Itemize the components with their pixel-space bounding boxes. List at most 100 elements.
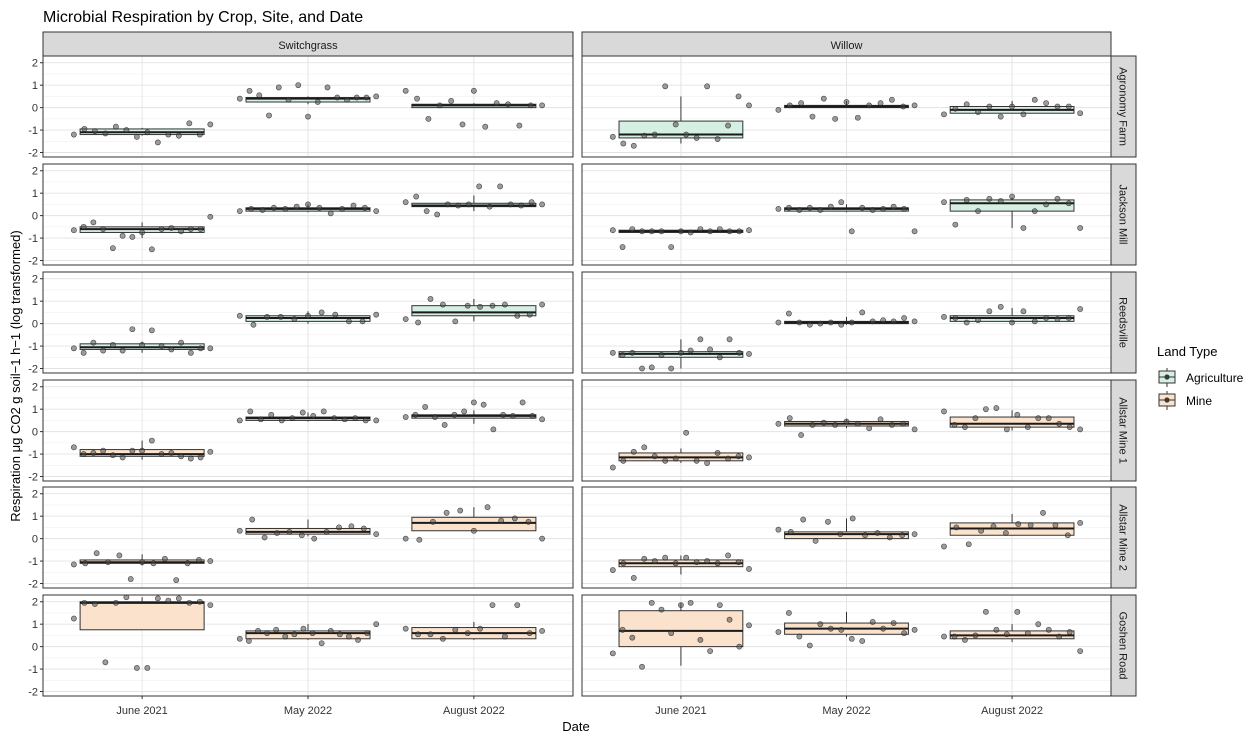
data-point [498,517,505,524]
data-point [416,536,423,543]
data-point [775,319,782,326]
data-point [963,319,970,326]
data-point [693,559,700,566]
row-strip-label: Goshen Road [1117,612,1129,680]
data-point [359,318,366,325]
panel-border [581,163,1112,266]
data-point [849,515,856,522]
data-point [461,408,468,415]
data-point [735,93,742,100]
legend-item-agriculture: Agriculture [1158,368,1244,387]
data-point [941,111,947,118]
data-point [886,534,893,541]
data-point [629,634,636,641]
legend-title: Land Type [1157,344,1217,359]
data-point [843,99,850,105]
data-point [119,232,126,239]
data-point [425,115,432,122]
box-june-2021 [70,550,214,584]
data-point [1031,208,1038,215]
data-point [911,318,918,325]
row-strip-agronomy-farm [1110,55,1137,158]
box-iqr [949,199,1075,212]
y-tick-label: 1 [32,511,38,523]
data-point [362,417,369,424]
data-point [527,102,534,109]
y-axis-label: Respiration μg CO2 g soil−1 h−1 (log tra… [8,230,23,521]
data-point [402,414,409,420]
data-point [90,450,97,456]
data-point [672,121,679,128]
data-point [514,602,521,608]
data-point [282,633,289,640]
box-june-2021 [609,83,752,149]
data-point [838,199,845,206]
data-point [489,302,496,309]
data-point [746,102,752,109]
data-point [827,625,834,632]
data-point [609,650,616,657]
y-tick-label: -1 [28,125,38,137]
data-point [952,105,959,112]
data-point [144,129,151,136]
data-point [236,208,243,215]
data-point [197,454,204,461]
data-point [112,123,119,130]
data-point [888,96,895,103]
data-point [697,336,704,343]
data-point [697,636,704,643]
panel-willow-agronomy-farm [581,55,1112,158]
data-point [150,560,157,567]
data-point [1009,319,1015,326]
y-tick-label: -2 [28,148,38,160]
data-point [877,416,884,423]
panel-border [42,486,574,589]
data-point [102,130,109,137]
data-point [820,95,827,102]
data-point [809,113,816,120]
data-point [662,554,669,561]
panels-layer: Switchgrass Willow Agronomy Farm Jackson Mi… [28,31,1137,717]
data-point [539,102,546,109]
data-point [363,94,370,101]
data-point [668,630,675,637]
data-point [672,455,679,462]
panel-border [581,379,1112,482]
data-point [439,301,446,308]
y-tick-label: -1 [28,233,38,245]
data-point [658,606,665,613]
box-may-2022 [236,82,380,120]
data-point [373,93,380,100]
data-point [314,99,321,105]
data-point [827,319,834,326]
data-point [648,228,655,235]
data-point [81,126,88,132]
data-point [982,608,989,615]
data-point [133,665,140,671]
data-point [817,207,824,213]
data-point [746,454,752,461]
legend-item-mine: Mine [1158,391,1212,410]
x-tick-label: August 2022 [981,705,1043,717]
data-point [901,630,908,637]
box-august-2022 [402,399,546,433]
data-point [1043,315,1050,321]
data-point [175,132,182,139]
y-tick-label: 2 [32,597,38,609]
panel-switchgrass-goshen-road: -2 -1 0 1 2 June 2021 May 2022 August 2022 [28,594,574,717]
data-point [972,632,979,639]
data-point [123,127,130,133]
data-point [489,602,496,608]
data-point [1054,103,1061,110]
data-point [639,228,645,235]
panel-border [42,379,574,482]
data-point [255,628,261,634]
box-june-2021 [70,120,214,146]
data-point [911,426,918,433]
data-point [427,296,434,302]
data-point [880,205,887,212]
data-point [299,409,306,416]
data-point [423,208,430,215]
data-point [344,96,350,103]
data-point [1054,316,1061,323]
